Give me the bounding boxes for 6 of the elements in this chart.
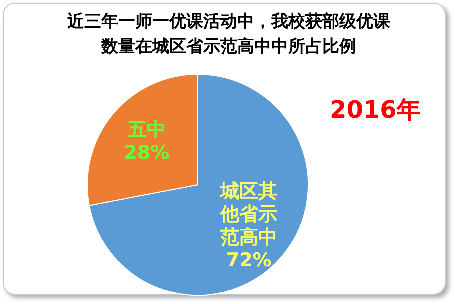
data-label: 28% xyxy=(124,142,170,164)
chart-title: 近三年一师一优课活动中，我校获部级优课数量在城区省示范高中中所占比例 xyxy=(66,11,392,59)
data-label: 72% xyxy=(226,250,272,272)
slice-label: 五中 xyxy=(126,119,166,142)
slice-label: 城区其他省示范高中 xyxy=(220,180,278,249)
text: 2016年 xyxy=(330,95,421,126)
